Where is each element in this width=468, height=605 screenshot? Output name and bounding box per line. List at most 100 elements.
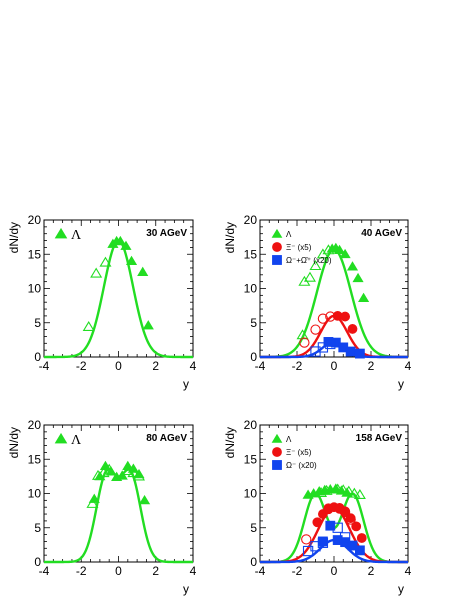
y-tick-label: 20 xyxy=(28,213,42,227)
x-tick-label: -2 xyxy=(76,359,87,373)
data-point-square-2 xyxy=(317,537,329,548)
series-1 xyxy=(107,235,154,330)
data-point-triangle-4 xyxy=(121,465,134,476)
data-point-square-1 xyxy=(310,541,321,552)
data-point-triangle-2 xyxy=(114,235,126,246)
data-point-circle-2 xyxy=(334,503,345,514)
x-axis-label: y xyxy=(398,582,404,596)
y-tick-label: 15 xyxy=(244,247,258,261)
x-tick-label: -2 xyxy=(292,359,303,373)
y-tick-label: 15 xyxy=(28,247,42,261)
x-tick-label: 4 xyxy=(190,359,197,373)
data-point-triangle-0 xyxy=(271,433,283,443)
series-6 xyxy=(302,522,351,557)
data-point-triangle-1 xyxy=(92,469,105,480)
data-point-square-2 xyxy=(325,338,336,350)
data-point-circle-3 xyxy=(299,337,310,348)
data-point-circle-7 xyxy=(351,521,362,532)
plot-frame xyxy=(43,424,194,563)
x-tick-label: 4 xyxy=(405,564,412,578)
data-point-triangle-6 xyxy=(358,292,370,302)
data-point-circle-1 xyxy=(317,313,329,324)
x-tick-label: 4 xyxy=(190,564,197,578)
data-point-triangle-9 xyxy=(139,494,151,505)
data-point-circle-0 xyxy=(301,534,312,545)
data-point-triangle-6 xyxy=(353,489,366,500)
data-point-circle-2 xyxy=(347,324,358,334)
x-tick-label: -2 xyxy=(292,564,303,578)
data-point-square-2 xyxy=(272,460,282,470)
legend-entry-label: Ξ⁻ (x5) xyxy=(286,448,312,457)
data-point-triangle-2 xyxy=(97,467,110,478)
data-point-circle-1 xyxy=(272,447,282,457)
chart-panel-4: -4 -2 0 2 4 0 5 10 15 20 y dN/dy 158 AGeV Λ Ξ⁻ (x5) Ω⁻ … xyxy=(223,418,412,596)
series-1 xyxy=(326,242,370,302)
data-point-triangle-2 xyxy=(309,260,322,271)
data-point-triangle-3 xyxy=(120,240,132,250)
data-point-triangle-1 xyxy=(303,271,316,282)
data-point-triangle-2 xyxy=(99,256,112,267)
x-tick-label: 2 xyxy=(368,564,375,578)
x-tick-label: -2 xyxy=(76,564,87,578)
y-tick-label: 10 xyxy=(28,487,42,501)
data-point-circle-3 xyxy=(339,506,351,518)
data-point-circle-1 xyxy=(340,311,350,322)
data-point-triangle-1 xyxy=(320,484,333,495)
data-point-triangle-5 xyxy=(348,487,361,498)
x-tick-label: -4 xyxy=(255,359,266,373)
energy-label: 30 AGeV xyxy=(146,228,187,239)
y-tick-label: 0 xyxy=(250,350,257,364)
y-tick-label: 5 xyxy=(34,316,41,330)
x-tick-label: 0 xyxy=(115,359,122,373)
data-point-triangle-6 xyxy=(142,320,154,330)
series-3 xyxy=(332,310,358,334)
series-2 xyxy=(315,483,366,500)
x-tick-label: -4 xyxy=(39,564,50,578)
fit-curve-1 xyxy=(44,239,193,359)
legend-entry-label: Ω⁻+Ω̄⁺ (x20) xyxy=(286,256,332,265)
y-tick-label: 10 xyxy=(244,487,258,501)
data-point-square-4 xyxy=(339,532,351,543)
data-point-triangle-3 xyxy=(103,463,116,474)
data-point-square-1 xyxy=(317,342,329,353)
y-tick-label: 20 xyxy=(244,418,258,432)
x-tick-label: 0 xyxy=(115,564,122,578)
chart-panel-3: -4 -2 0 2 4 0 5 10 15 20 y dN/dy 80 AGeV Λ xyxy=(7,418,197,596)
data-point-triangle-5 xyxy=(137,266,149,276)
data-point-circle-4 xyxy=(345,514,356,525)
data-point-triangle-0 xyxy=(54,432,68,444)
data-point-square-4 xyxy=(354,348,365,359)
y-tick-label: 5 xyxy=(250,316,257,330)
data-point-circle-0 xyxy=(310,324,321,335)
legend-entry-label: Ω⁻ (x20) xyxy=(286,461,317,470)
x-tick-label: -4 xyxy=(255,564,266,578)
y-tick-label: 20 xyxy=(244,213,258,227)
y-tick-label: 5 xyxy=(250,521,257,535)
y-tick-label: 0 xyxy=(34,350,41,364)
data-point-triangle-0 xyxy=(86,497,99,508)
fit-curve-1 xyxy=(44,468,193,564)
y-tick-label: 20 xyxy=(28,418,42,432)
data-point-square-3 xyxy=(345,346,356,357)
legend-entry-label: Λ xyxy=(286,435,292,444)
x-axis-label: y xyxy=(183,582,189,596)
data-point-circle-2 xyxy=(325,311,336,322)
chart-panel-2: -4 -2 0 2 4 0 5 10 15 20 y dN/dy 40 AGeV Λ Ξ⁻ (x5) Ω⁻+Ω… xyxy=(223,213,412,391)
data-point-triangle-5 xyxy=(352,272,364,283)
data-point-square-1 xyxy=(325,520,336,531)
data-point-triangle-0 xyxy=(271,228,283,238)
data-point-triangle-0 xyxy=(315,486,328,497)
data-point-triangle-0 xyxy=(54,227,68,239)
x-tick-label: 0 xyxy=(331,359,338,373)
plot-frame xyxy=(259,219,409,358)
fit-curve-2 xyxy=(260,506,408,564)
y-tick-label: 5 xyxy=(34,521,41,535)
data-point-square-2 xyxy=(272,255,282,265)
y-tick-label: 0 xyxy=(34,555,41,569)
series-6 xyxy=(310,338,336,357)
data-point-triangle-4 xyxy=(342,485,355,496)
data-point-square-5 xyxy=(354,545,365,556)
chart-panel-1: -4 -2 0 2 4 0 5 10 15 20 y dN/dy 30 AGeV Λ xyxy=(7,213,197,391)
x-tick-label: 0 xyxy=(331,564,338,578)
series-2 xyxy=(86,463,145,508)
